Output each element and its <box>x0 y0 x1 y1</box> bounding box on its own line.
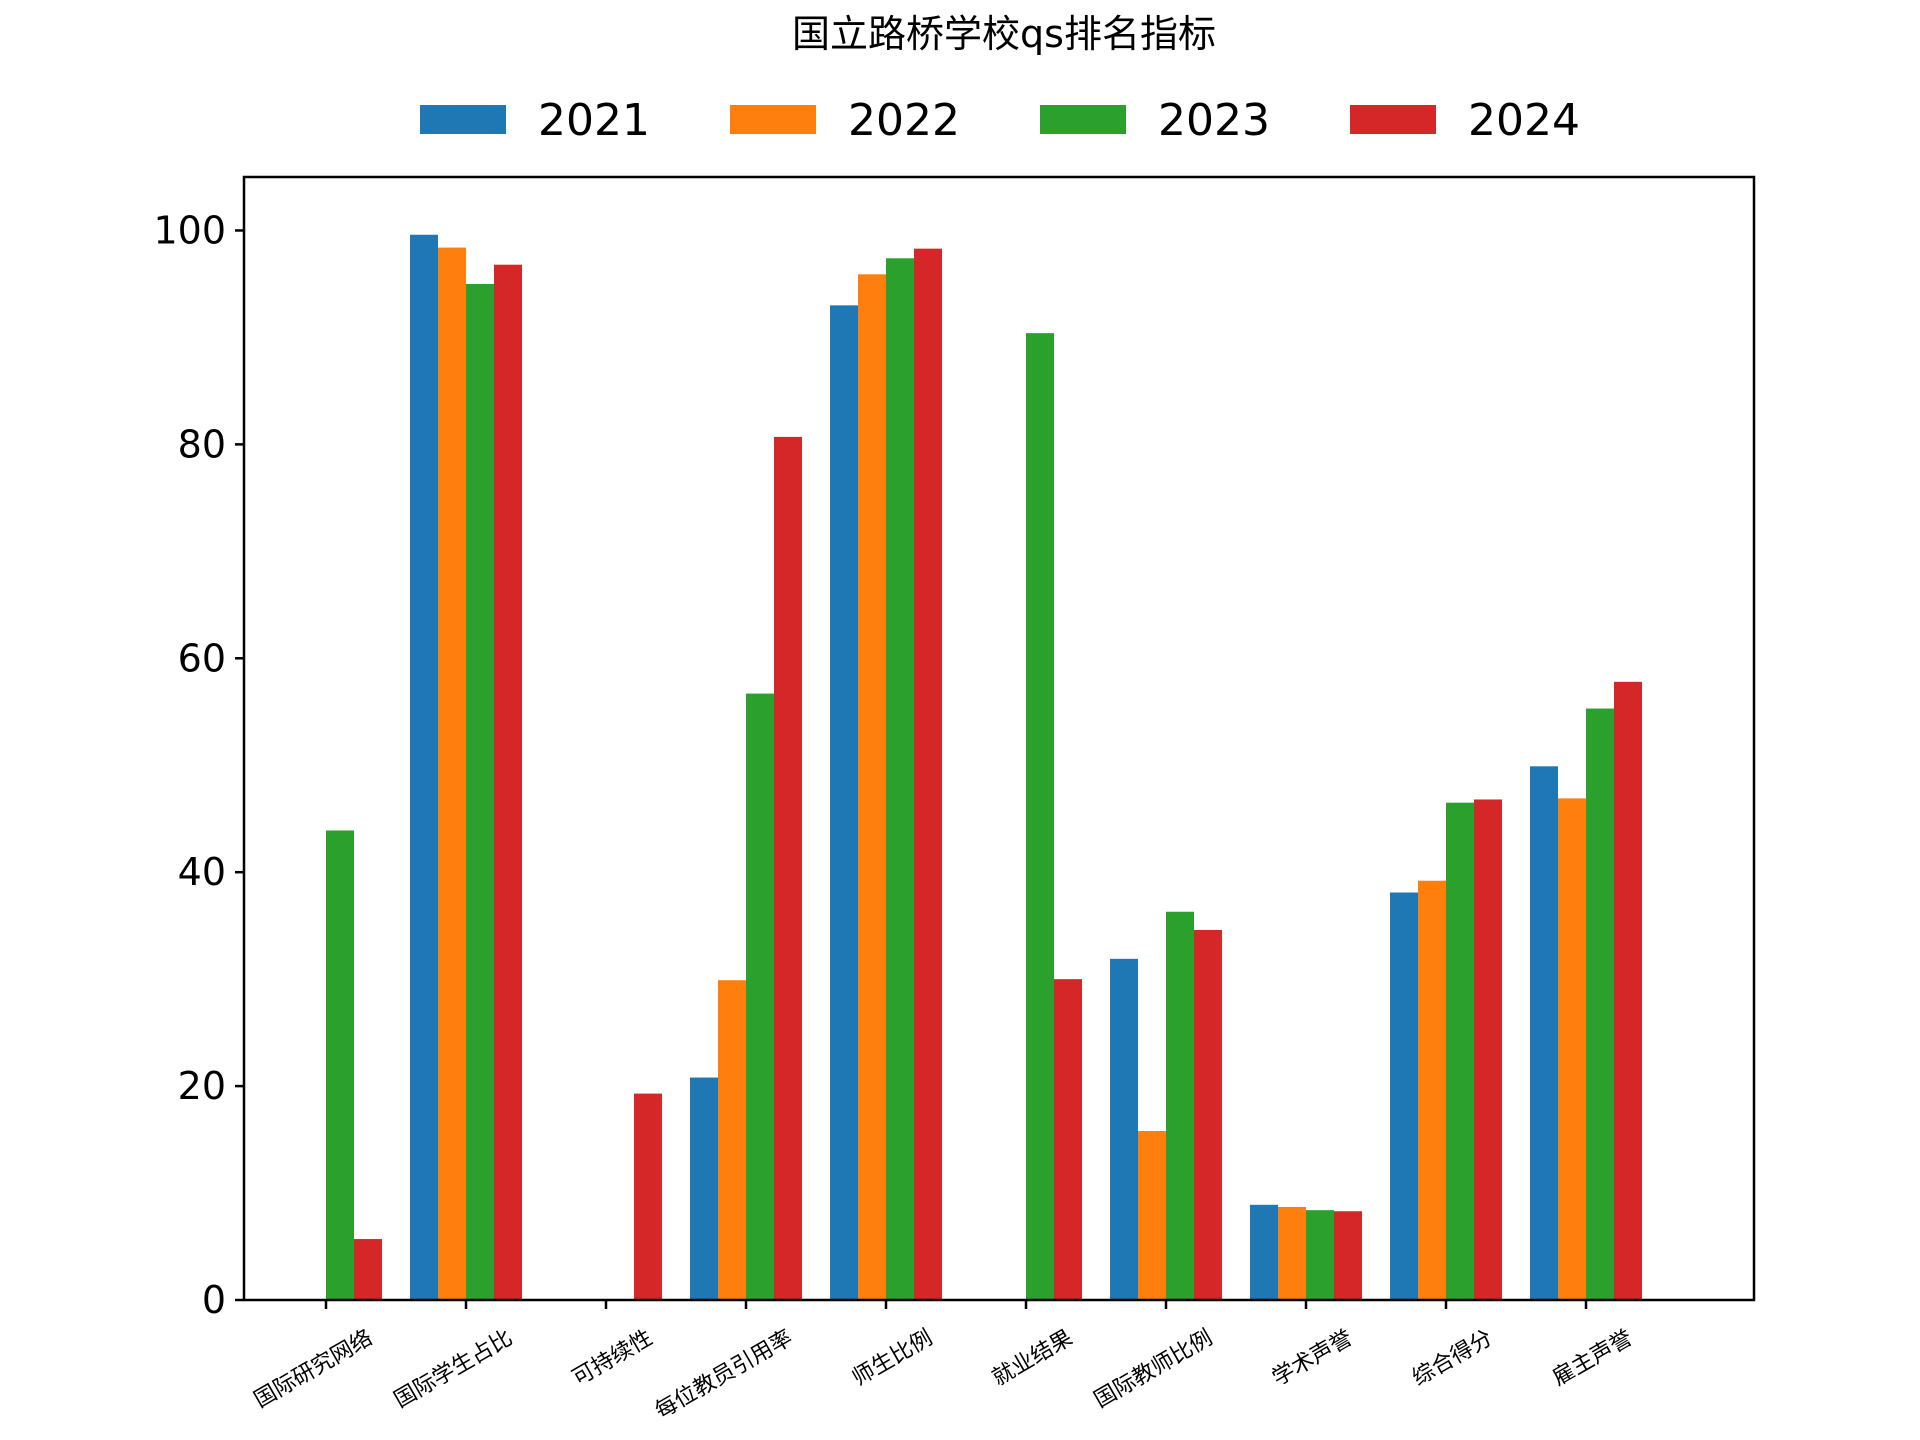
bar-2024-3 <box>774 436 802 1300</box>
bar-2022-9 <box>1558 798 1586 1300</box>
bar-2022-7 <box>1278 1206 1306 1300</box>
bar-2024-0 <box>354 1239 382 1300</box>
x-tick-label: 就业结果 <box>988 1326 1077 1392</box>
bars-group <box>326 234 1642 1301</box>
bar-2021-3 <box>690 1077 718 1300</box>
y-tick-label: 40 <box>178 850 226 894</box>
y-tick-label: 60 <box>178 636 226 680</box>
legend-swatch-2024 <box>1350 105 1436 134</box>
bar-2022-6 <box>1138 1131 1166 1300</box>
legend: 2021 2022 2023 2024 <box>420 95 1580 146</box>
x-tick-label: 可持续性 <box>568 1326 657 1392</box>
bar-2024-5 <box>1054 979 1082 1300</box>
bar-2021-8 <box>1390 892 1418 1300</box>
x-tick-label: 师生比例 <box>848 1326 937 1392</box>
x-tick-label: 雇主声誉 <box>1548 1326 1637 1392</box>
bar-2023-4 <box>886 258 914 1300</box>
y-axis: 0 20 40 60 80 100 <box>153 208 244 1322</box>
legend-label: 2022 <box>848 95 960 146</box>
bar-2023-9 <box>1586 708 1614 1300</box>
bar-2023-6 <box>1166 911 1194 1300</box>
bar-2021-4 <box>830 305 858 1300</box>
bar-2024-6 <box>1194 929 1222 1300</box>
x-tick-label: 学术声誉 <box>1268 1326 1357 1392</box>
bar-2024-7 <box>1334 1211 1362 1300</box>
bar-2023-3 <box>746 693 774 1300</box>
bar-2021-1 <box>410 234 438 1301</box>
x-tick-label: 国际学生占比 <box>390 1326 517 1414</box>
x-tick-label: 国际教师比例 <box>1090 1326 1217 1414</box>
legend-label: 2024 <box>1468 95 1580 146</box>
bar-2023-7 <box>1306 1210 1334 1300</box>
bar-2023-0 <box>326 830 354 1300</box>
y-tick-label: 80 <box>178 422 226 466</box>
bar-2024-9 <box>1614 681 1642 1300</box>
bar-2022-1 <box>438 247 466 1300</box>
bar-2023-8 <box>1446 802 1474 1300</box>
legend-label: 2023 <box>1158 95 1270 146</box>
y-tick-label: 20 <box>178 1064 226 1108</box>
bar-2022-3 <box>718 980 746 1300</box>
bar-2021-6 <box>1110 958 1138 1300</box>
bar-2022-4 <box>858 274 886 1300</box>
chart-title: 国立路桥学校qs排名指标 <box>792 12 1216 56</box>
y-tick-label: 100 <box>153 208 226 252</box>
legend-swatch-2021 <box>420 105 506 134</box>
bar-2024-8 <box>1474 799 1502 1300</box>
bar-2023-5 <box>1026 333 1054 1300</box>
bar-2024-4 <box>914 248 942 1301</box>
bar-2021-7 <box>1250 1204 1278 1300</box>
bar-2024-1 <box>494 264 522 1301</box>
legend-swatch-2023 <box>1040 105 1126 134</box>
plot-frame <box>242 175 1756 1302</box>
bar-2022-8 <box>1418 880 1446 1300</box>
bar-2024-2 <box>634 1093 662 1300</box>
bar-2023-1 <box>466 283 494 1300</box>
legend-label: 2021 <box>538 95 650 146</box>
x-tick-label: 每位教员引用率 <box>651 1326 797 1425</box>
x-tick-label: 综合得分 <box>1408 1326 1497 1392</box>
y-tick-label: 0 <box>202 1278 226 1322</box>
x-tick-label: 国际研究网络 <box>250 1326 377 1414</box>
bar-2021-9 <box>1530 766 1558 1300</box>
legend-swatch-2022 <box>730 105 816 134</box>
